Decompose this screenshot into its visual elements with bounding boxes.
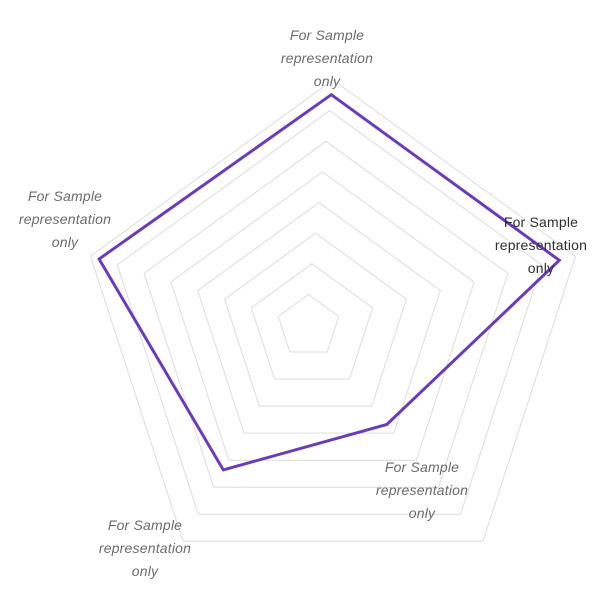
grid-ring-8 (89, 79, 577, 542)
axis-label-left: For Sample representation only (18, 188, 112, 250)
axis-label-bottom-left: For Sample representation only (98, 517, 192, 579)
radar-series (97, 92, 562, 472)
grid-ring-6 (143, 140, 509, 488)
grid-ring-5 (170, 171, 475, 461)
axis-label-top: For Sample representation only (280, 27, 374, 89)
grid-ring-2 (250, 263, 374, 380)
grid-ring-7 (116, 109, 543, 515)
axis-label-bottom-right: For Sample representation only (375, 459, 469, 521)
grid-ring-1 (277, 293, 340, 353)
axis-label-right: For Sample representation only (494, 214, 588, 276)
radar-grid (89, 79, 577, 542)
grid-ring-3 (224, 232, 407, 407)
series-line-1 (97, 92, 562, 472)
grid-ring-4 (197, 201, 441, 434)
